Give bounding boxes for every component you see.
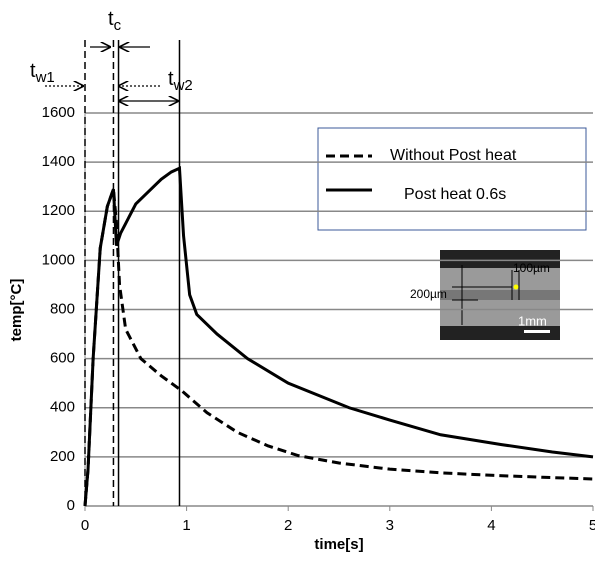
legend-box xyxy=(317,127,587,231)
inset-label: 200µm xyxy=(410,287,447,301)
legend-label: Without Post heat xyxy=(390,147,517,164)
inset-label: 1mm xyxy=(518,313,547,328)
y-tick-label: 1000 xyxy=(42,251,75,268)
annotation: tw1 xyxy=(30,60,55,86)
y-tick-label: 800 xyxy=(50,300,75,317)
x-tick-label: 5 xyxy=(589,517,595,534)
annotation: tc xyxy=(108,8,122,34)
series-line xyxy=(83,165,594,507)
y-tick-label: 200 xyxy=(50,448,75,465)
x-tick-label: 0 xyxy=(81,517,89,534)
y-tick-label: 0 xyxy=(67,497,75,514)
y-tick-label: 600 xyxy=(50,350,75,367)
x-axis-label: time[s] xyxy=(314,536,363,553)
legend-label: Post heat 0.6s xyxy=(404,186,506,203)
x-tick-label: 4 xyxy=(487,517,495,534)
series-line xyxy=(83,188,594,507)
inset: 100µm 200µm 1mm xyxy=(410,250,560,340)
inset-label: 100µm xyxy=(513,261,550,275)
x-tick-label: 3 xyxy=(386,517,394,534)
annotation: tw2 xyxy=(168,68,193,94)
x-tick-label: 1 xyxy=(182,517,190,534)
arrows xyxy=(45,47,178,101)
x-tick-label: 2 xyxy=(284,517,292,534)
y-tick-label: 1600 xyxy=(42,104,75,121)
y-axis-label: temp[°C] xyxy=(8,279,25,342)
y-tick-label: 1400 xyxy=(42,153,75,170)
y-tick-label: 1200 xyxy=(42,202,75,219)
y-tick-label: 400 xyxy=(50,399,75,416)
